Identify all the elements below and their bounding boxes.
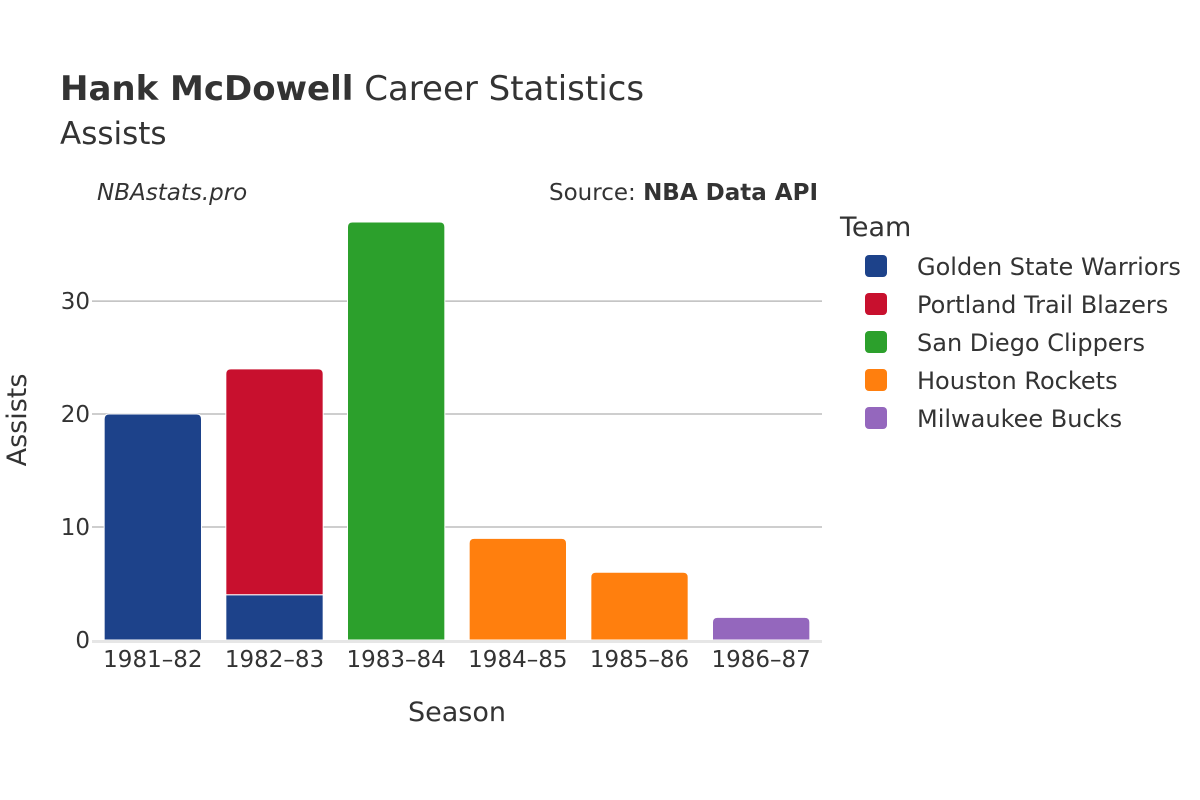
legend-label: San Diego Clippers [917, 329, 1145, 357]
bar-segment [590, 571, 689, 641]
player-name: Hank McDowell [60, 69, 353, 109]
legend-item: Houston Rockets [865, 367, 1118, 395]
legend-item: Milwaukee Bucks [865, 405, 1122, 433]
legend-item: Portland Trail Blazers [865, 291, 1168, 319]
legend-label: Golden State Warriors [917, 253, 1181, 281]
bar-segment [712, 616, 811, 641]
y-axis-label: Assists [2, 374, 33, 467]
bar-segment [225, 594, 324, 641]
chart-subtitle: Assists [60, 116, 167, 152]
bars [103, 221, 811, 641]
legend-item: San Diego Clippers [865, 329, 1145, 357]
y-tick-label: 10 [61, 515, 90, 541]
legend-label: Houston Rockets [917, 367, 1118, 395]
bar-segment [225, 368, 324, 596]
title-spacer [353, 69, 364, 109]
chart-title: Hank McDowell Career Statistics [60, 69, 644, 109]
legend-swatch [865, 293, 887, 315]
legend-item: Golden State Warriors [865, 253, 1181, 281]
x-tick-label: 1983–84 [347, 647, 446, 673]
source-name: NBA Data API [643, 180, 818, 206]
legend-label: Milwaukee Bucks [917, 405, 1122, 433]
legend-swatch [865, 369, 887, 391]
x-axis-label: Season [408, 697, 506, 728]
bar-segment [468, 537, 567, 641]
bar-segment [347, 221, 446, 641]
legend-swatch [865, 255, 887, 277]
x-tick-label: 1984–85 [468, 647, 567, 673]
x-tick-label: 1982–83 [225, 647, 324, 673]
legend: Team Golden State Warriors Portland Trail… [839, 212, 1181, 433]
title-rest: Career Statistics [364, 69, 644, 109]
y-tick-label: 0 [75, 628, 90, 654]
y-tick-label: 30 [61, 289, 90, 315]
legend-swatch [865, 407, 887, 429]
x-tick-label: 1985–86 [590, 647, 689, 673]
x-tick-label: 1986–87 [712, 647, 811, 673]
x-tick-labels: 1981–82 1982–83 1983–84 1984–85 1985–86 1986–… [103, 647, 811, 673]
gridlines [92, 300, 822, 528]
legend-label: Portland Trail Blazers [917, 291, 1168, 319]
source-credit: Source: NBA Data API [549, 180, 818, 206]
y-tick-label: 20 [61, 402, 90, 428]
watermark: NBAstats.pro [97, 180, 247, 206]
y-tick-labels: 0 10 20 30 [61, 289, 90, 654]
legend-swatch [865, 331, 887, 353]
source-prefix: Source: [549, 180, 643, 206]
legend-title: Team [839, 212, 911, 243]
bar-segment [103, 413, 202, 641]
x-tick-label: 1981–82 [103, 647, 202, 673]
